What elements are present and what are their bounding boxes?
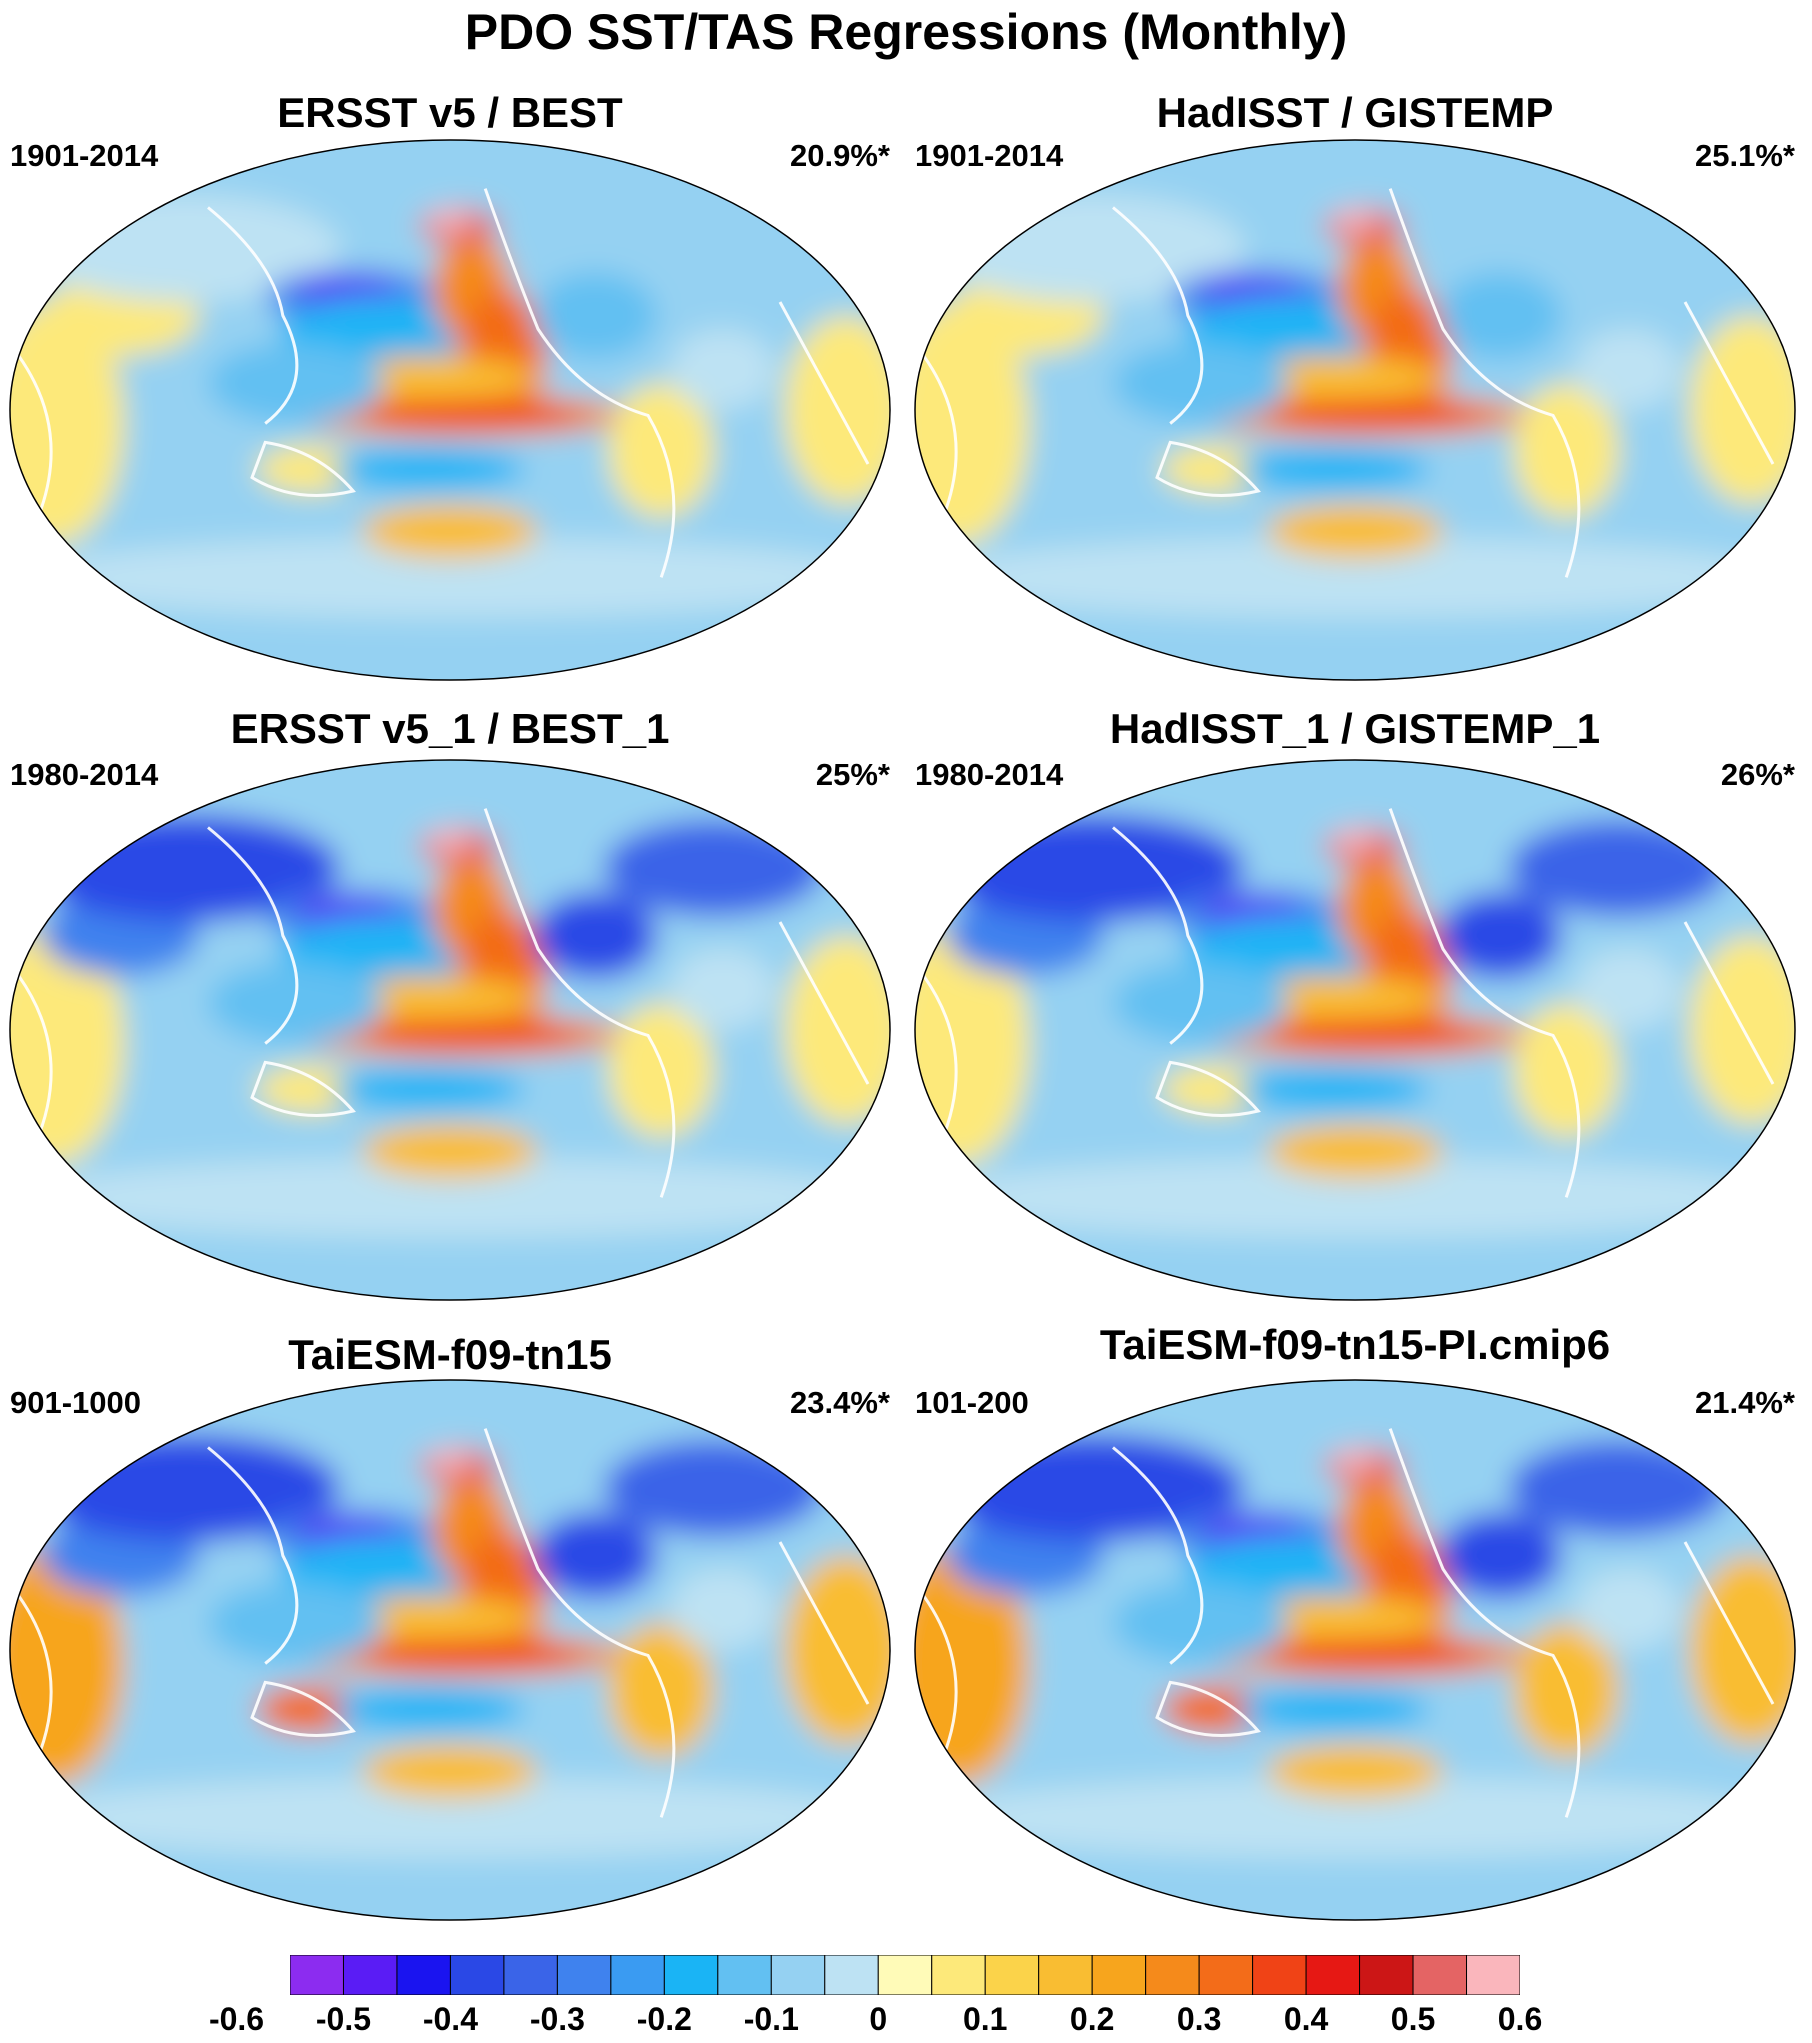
panel-variance: 26%* xyxy=(1720,757,1795,792)
colorbar-swatch xyxy=(1252,1955,1307,1995)
panel-variance: 20.9%* xyxy=(790,138,890,173)
panel-variance: 25%* xyxy=(815,757,890,792)
colorbar-swatch xyxy=(1412,1955,1468,1995)
regression-map xyxy=(9,139,891,681)
colorbar-swatch xyxy=(290,1955,344,1995)
colorbar-swatch xyxy=(717,1955,772,1995)
panel-variance: 23.4%* xyxy=(790,1385,890,1420)
colorbar-swatch xyxy=(449,1955,505,1995)
colorbar-swatch xyxy=(824,1955,879,1995)
regression-map xyxy=(914,1379,1796,1921)
colorbar-label: 0.2 xyxy=(1069,2001,1115,2037)
colorbar-label: -0.2 xyxy=(636,2001,692,2037)
colorbar-label: 0.3 xyxy=(1176,2001,1222,2037)
colorbar-label: 0.1 xyxy=(962,2001,1008,2037)
regression-map xyxy=(914,139,1796,681)
colorbar-swatch xyxy=(770,1955,826,1995)
colorbar-swatch xyxy=(931,1955,986,1995)
panel-title: ERSST v5 / BEST xyxy=(277,89,623,136)
colorbar-swatch xyxy=(984,1955,1040,1995)
colorbar-label: 0.5 xyxy=(1390,2001,1436,2037)
panel-period: 1901-2014 xyxy=(915,138,1064,173)
colorbar-label: -0.6 xyxy=(208,2001,265,2037)
colorbar-swatch xyxy=(503,1955,558,1995)
panel-period: 901-1000 xyxy=(10,1385,142,1420)
colorbar-label: 0.6 xyxy=(1497,2001,1543,2037)
colorbar-swatch xyxy=(556,1955,612,1995)
colorbar-label: -0.3 xyxy=(529,2001,585,2037)
colorbar-label: -0.5 xyxy=(315,2001,372,2037)
panel-title: ERSST v5_1 / BEST_1 xyxy=(230,705,670,752)
colorbar-swatch xyxy=(1359,1955,1414,1995)
colorbar-swatch xyxy=(877,1955,933,1995)
colorbar-label: 0.4 xyxy=(1283,2001,1329,2037)
colorbar-swatch xyxy=(1038,1955,1093,1995)
panel-period: 1980-2014 xyxy=(10,757,159,792)
panel-period: 1980-2014 xyxy=(915,757,1064,792)
panel-period: 1901-2014 xyxy=(10,138,159,173)
panel-period: 101-200 xyxy=(915,1385,1029,1420)
colorbar xyxy=(290,1955,1520,1995)
colorbar-swatch xyxy=(1091,1955,1147,1995)
figure-title: PDO SST/TAS Regressions (Monthly) xyxy=(464,4,1348,60)
colorbar-swatch xyxy=(1145,1955,1200,1995)
panel-variance: 21.4%* xyxy=(1695,1385,1795,1420)
colorbar-swatch xyxy=(342,1955,398,1995)
colorbar-swatch xyxy=(1466,1955,1520,1995)
panel-title: HadISST_1 / GISTEMP_1 xyxy=(1109,705,1601,752)
panel-title: HadISST / GISTEMP xyxy=(1156,89,1554,136)
colorbar-label: -0.1 xyxy=(743,2001,799,2037)
panel-title: TaiESM-f09-tn15-PI.cmip6 xyxy=(1099,1321,1611,1368)
colorbar-swatch xyxy=(610,1955,665,1995)
panel-variance: 25.1%* xyxy=(1695,138,1795,173)
colorbar-label: 0 xyxy=(869,2001,888,2037)
colorbar-swatch xyxy=(396,1955,451,1995)
regression-map xyxy=(914,759,1796,1301)
colorbar-swatch xyxy=(1305,1955,1361,1995)
colorbar-label: -0.4 xyxy=(422,2001,478,2037)
colorbar-swatch xyxy=(663,1955,719,1995)
regression-map xyxy=(9,759,891,1301)
panel-title: TaiESM-f09-tn15 xyxy=(288,1331,612,1378)
colorbar-swatch xyxy=(1198,1955,1254,1995)
regression-map xyxy=(9,1379,891,1921)
